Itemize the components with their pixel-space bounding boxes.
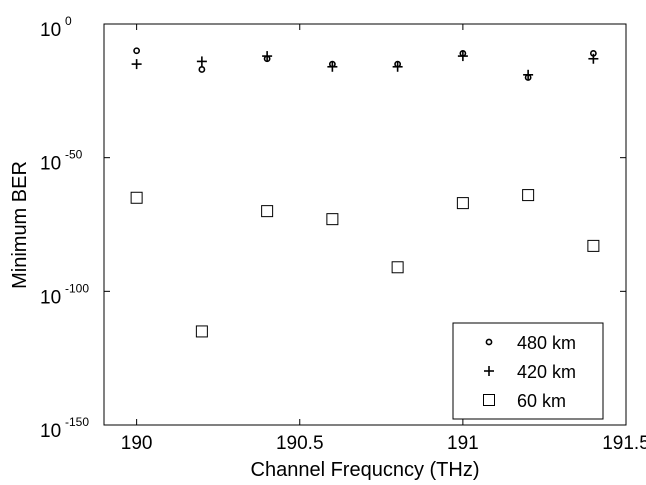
data-point-square — [261, 205, 274, 218]
x-tick-label: 191.5 — [602, 433, 646, 454]
data-point-circle — [133, 47, 141, 55]
data-point-plus — [588, 53, 599, 64]
legend-label: 60 km — [517, 391, 566, 411]
data-point-square — [130, 191, 143, 204]
data-point-square — [391, 261, 404, 274]
y-tick-label: 10 — [40, 287, 61, 308]
legend-box — [452, 322, 604, 420]
data-marks — [130, 47, 600, 338]
x-axis-title: Channel Frequcncy (THz) — [251, 459, 480, 481]
data-point-square — [522, 189, 535, 202]
legend-marker-square — [483, 394, 495, 406]
y-tick-label-exponent: 0 — [65, 14, 72, 28]
y-tick-label-exponent: -50 — [65, 148, 83, 162]
data-point-square — [456, 197, 469, 210]
legend-label: 480 km — [517, 333, 576, 353]
data-point-plus — [262, 51, 273, 62]
data-point-plus — [131, 59, 142, 70]
data-point-plus — [327, 61, 338, 72]
data-point-square — [195, 325, 208, 338]
y-tick-label-exponent: -100 — [65, 281, 89, 295]
y-tick-label: 10 — [40, 421, 61, 442]
y-axis-ticks: 10 0 10 -50 10 -100 10 -150 — [40, 14, 626, 442]
data-point-circle — [198, 66, 206, 73]
y-tick-label-exponent: -150 — [65, 415, 89, 429]
data-point-square — [587, 239, 600, 252]
legend-marker-plus — [484, 366, 494, 376]
data-point-plus — [196, 56, 207, 67]
data-point-plus — [457, 51, 468, 62]
legend: 480 km 420 km 60 km — [452, 322, 604, 420]
x-tick-label: 190.5 — [276, 433, 324, 454]
legend-label: 420 km — [517, 362, 576, 382]
data-point-square — [326, 213, 339, 226]
y-tick-label: 10 — [40, 154, 61, 175]
x-tick-label: 190 — [121, 433, 153, 454]
data-point-plus — [392, 61, 403, 72]
y-tick-label: 10 — [40, 20, 61, 41]
legend-marker-circle — [485, 338, 493, 346]
x-tick-label: 191 — [447, 433, 479, 454]
y-axis-title: Minimum BER — [9, 161, 31, 289]
data-point-plus — [523, 69, 534, 80]
x-axis-ticks: 190 190.5 191 191.5 — [121, 24, 646, 454]
